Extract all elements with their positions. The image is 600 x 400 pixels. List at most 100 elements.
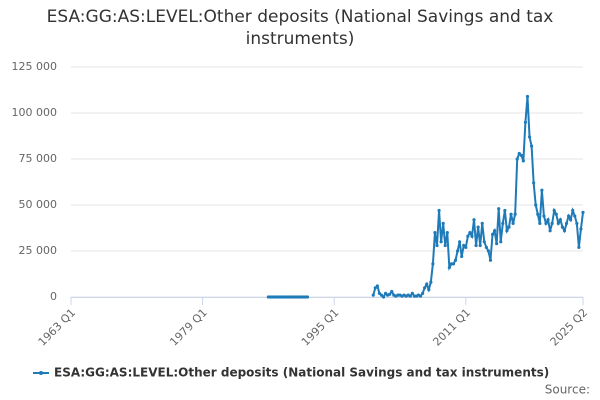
data-point [421, 291, 425, 295]
data-point [507, 225, 511, 229]
data-point [373, 286, 377, 290]
data-point [408, 294, 412, 298]
data-point [379, 293, 384, 297]
data-point [488, 258, 493, 262]
data-point [423, 286, 427, 290]
data-point [478, 243, 482, 248]
data-point [431, 262, 435, 266]
data-point [513, 212, 517, 216]
x-tick-label: 1995 Q1 [299, 306, 342, 349]
data-point [536, 212, 540, 216]
data-point [529, 144, 534, 148]
legend-marker [39, 371, 43, 375]
data-point [575, 221, 579, 225]
x-tick-label: 2011 Q1 [431, 306, 474, 349]
data-point [460, 254, 464, 259]
data-point [443, 243, 447, 248]
data-point [523, 120, 528, 124]
y-tick-label: 75 000 [19, 152, 58, 165]
data-point [525, 94, 530, 99]
data-point [451, 262, 456, 266]
data-point [569, 218, 573, 222]
data-point [560, 225, 565, 229]
data-point [371, 293, 375, 297]
data-point [377, 291, 382, 295]
data-point [390, 289, 394, 294]
data-point [447, 265, 451, 270]
data-point [455, 249, 460, 253]
data-point [532, 181, 536, 185]
data-point [499, 240, 503, 244]
data-point [534, 203, 538, 207]
data-point [388, 292, 392, 296]
chart-title: ESA:GG:AS:LEVEL:Other deposits (National… [46, 7, 554, 49]
data-point [511, 221, 515, 225]
data-point [527, 135, 532, 139]
data-point [427, 288, 431, 292]
data-point [464, 245, 468, 249]
data-point [453, 258, 458, 262]
data-point [482, 240, 486, 244]
data-point [550, 221, 554, 225]
data-point [468, 231, 472, 235]
data-point [462, 243, 466, 248]
x-tick-label: 1963 Q1 [36, 306, 79, 349]
data-point [501, 221, 505, 225]
data-point [474, 243, 478, 248]
legend-label: ESA:GG:AS:LEVEL:Other deposits (National… [54, 366, 549, 380]
data-point [540, 188, 544, 192]
data-point [445, 231, 449, 235]
y-tick-label: 100 000 [12, 106, 58, 119]
data-point [544, 221, 548, 225]
data-point [410, 291, 414, 295]
data-point [418, 294, 423, 298]
data-point [567, 214, 571, 218]
data-point [519, 153, 523, 157]
data-point [484, 245, 488, 249]
data-point [458, 240, 462, 244]
data-point [562, 229, 567, 233]
data-point [509, 212, 513, 216]
y-tick-label: 125 000 [12, 60, 58, 73]
data-point [375, 284, 379, 288]
x-tick-label: 1979 Q1 [167, 306, 210, 349]
data-point [466, 234, 470, 238]
y-tick-label: 25 000 [19, 244, 58, 257]
y-tick-label: 0 [50, 290, 57, 303]
data-point [548, 229, 552, 233]
data-point [425, 282, 429, 286]
data-point [546, 218, 550, 222]
data-point [577, 245, 581, 249]
data-point [384, 291, 388, 295]
x-tick-label: 2025 Q2 [548, 306, 591, 349]
data-point [497, 207, 501, 211]
data-point [515, 157, 519, 161]
data-point [495, 242, 499, 246]
data-point [542, 214, 546, 218]
data-point [538, 221, 542, 225]
data-point [579, 227, 583, 231]
data-point [470, 234, 474, 238]
data-point [558, 218, 562, 222]
data-point [503, 208, 507, 213]
data-point [429, 280, 433, 284]
data-point [305, 295, 310, 299]
data-point [517, 151, 521, 156]
y-tick-label: 50 000 [19, 198, 58, 211]
data-point [486, 249, 491, 253]
data-point [476, 225, 480, 229]
data-point [552, 208, 556, 213]
data-point [441, 221, 445, 225]
data-point [435, 243, 439, 248]
data-line [268, 96, 584, 299]
data-point [439, 240, 443, 244]
data-point [437, 208, 441, 213]
data-point [472, 218, 476, 222]
data-point [564, 221, 569, 225]
data-point [521, 159, 525, 163]
data-point [571, 208, 575, 213]
data-point [556, 221, 560, 225]
source: Source: [545, 383, 590, 397]
data-point [505, 229, 509, 233]
